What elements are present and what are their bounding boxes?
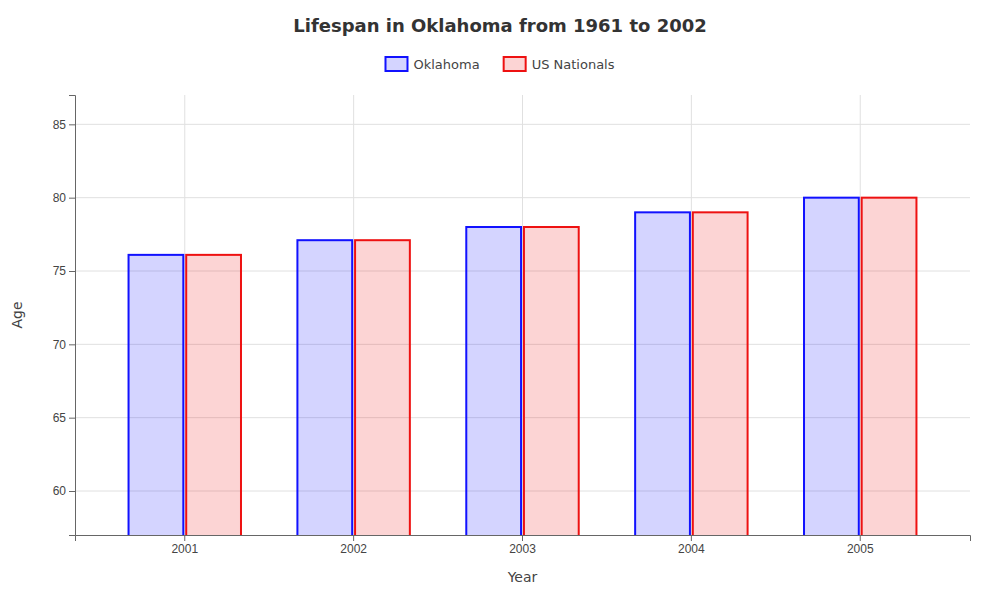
x-tick-mark [691,535,692,541]
x-axis-title: Year [507,569,538,585]
grid-line-x [184,95,185,535]
y-tick-label: 85 [53,118,67,132]
x-axis-line [76,536,971,542]
bar-series [129,198,859,535]
y-tick: 85 [53,118,75,132]
y-tick: 80 [53,191,75,205]
bar [355,240,410,535]
x-tick: 2004 [678,535,705,556]
x-tick-mark [860,535,861,541]
legend-label: Oklahoma [413,57,479,72]
grid-line-x [353,95,354,535]
y-tick-mark [69,344,75,345]
x-tick-label: 2005 [847,542,874,556]
legend: Oklahoma US Nationals [385,57,614,72]
legend-item: Oklahoma [385,57,479,72]
chart-container: 60 65 70 75 80 85 2001 2002 2003 2004 2005 Year Age L… [0,0,1000,600]
grid-line-x [522,95,523,535]
y-tick: 60 [53,484,75,498]
y-tick: 65 [53,411,75,425]
y-axis: 60 65 70 75 80 85 [53,96,76,536]
legend-item: US Nationals [504,57,615,72]
x-tick-mark [184,535,185,541]
bar [804,198,859,535]
bar [862,198,917,535]
legend-swatch [504,57,526,71]
x-tick-mark [353,535,354,541]
y-tick-label: 75 [53,264,67,278]
legend-swatch [385,57,407,71]
y-axis-line [69,96,76,536]
bar [524,227,579,535]
bar-series [186,198,916,535]
bar [297,240,352,535]
y-tick-mark [69,271,75,272]
x-tick: 2003 [509,535,536,556]
y-axis-title: Age [9,301,25,328]
plot-area: 60 65 70 75 80 85 2001 2002 2003 2004 2005 [53,95,971,600]
x-tick: 2002 [340,535,367,556]
bars [129,198,917,535]
y-tick-label: 60 [53,484,67,498]
x-tick-label: 2003 [509,542,536,556]
chart-title: Lifespan in Oklahoma from 1961 to 2002 [293,15,707,36]
y-tick-label: 80 [53,191,67,205]
bar [693,212,748,535]
y-tick-mark [69,124,75,125]
bar [466,227,521,535]
bar [186,255,241,535]
y-tick-mark [69,198,75,199]
x-tick: 2005 [847,535,874,556]
y-tick: 70 [53,338,75,352]
grid-line-x [691,95,692,535]
y-tick-label: 65 [53,411,67,425]
grid-line-x [860,95,861,535]
y-tick-label: 70 [53,338,67,352]
x-tick-label: 2002 [340,542,367,556]
y-tick-mark [69,418,75,419]
bar [635,212,690,535]
x-tick-label: 2001 [171,542,198,556]
x-tick-mark [522,535,523,541]
legend-label: US Nationals [532,57,615,72]
y-tick-mark [69,491,75,492]
x-tick-label: 2004 [678,542,705,556]
y-tick: 75 [53,264,75,278]
chart-svg: 60 65 70 75 80 85 2001 2002 2003 2004 2005 Year Age L… [0,0,1000,600]
bar [129,255,184,535]
x-axis: 2001 2002 2003 2004 2005 [76,535,971,556]
x-tick: 2001 [171,535,198,556]
